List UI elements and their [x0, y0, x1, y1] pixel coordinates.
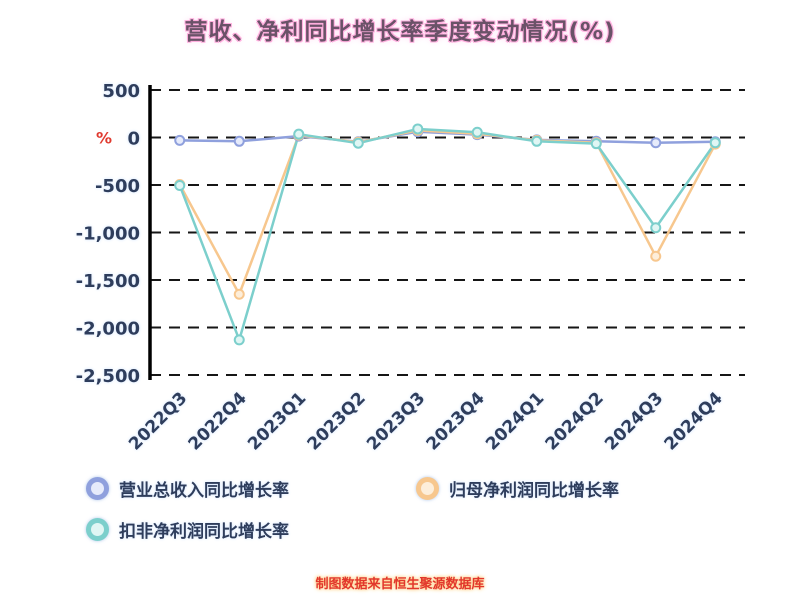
x-tick-label: 2024Q3 [601, 388, 667, 454]
y-tick-label: -1,500 [76, 271, 140, 292]
y-tick-label: -500 [95, 176, 140, 197]
legend-label: 营业总收入同比增长率 [119, 481, 289, 501]
data-point-marker [174, 134, 186, 146]
legend-label: 归母净利润同比增长率 [449, 481, 619, 501]
legend-marker-icon [86, 477, 109, 500]
x-tick-label: 2023Q1 [244, 388, 310, 454]
x-tick-label: 2023Q2 [304, 388, 370, 454]
x-tick-label: 2024Q2 [542, 388, 608, 454]
series-line [178, 129, 717, 296]
legend-item[interactable]: 归母净利润同比增长率 [416, 476, 746, 501]
legend-item[interactable]: 扣非净利润同比增长率 [86, 517, 416, 542]
legend-item[interactable]: 营业总收入同比增长率 [86, 476, 416, 501]
x-tick-label: 2022Q3 [125, 388, 191, 454]
y-tick-label: -2,000 [76, 319, 140, 340]
plot-area: 5000-500-1,000-1,500-2,000-2,500%2022Q32… [76, 81, 745, 455]
legend-label: 扣非净利润同比增长率 [119, 522, 289, 542]
x-tick-label: 2024Q4 [661, 388, 727, 454]
y-tick-label: 0 [127, 129, 140, 150]
x-tick-label: 2022Q4 [185, 388, 251, 454]
legend-marker-icon [416, 477, 439, 500]
legend: 营业总收入同比增长率 归母净利润同比增长率扣非净利润同比增长率 [86, 476, 766, 542]
data-point-marker [174, 179, 186, 191]
legend-marker-icon [86, 518, 109, 541]
data-point-marker [352, 137, 364, 149]
data-point-marker [650, 250, 662, 262]
data-source-note: 制图数据来自恒生聚源数据库 [315, 577, 485, 592]
data-point-marker [412, 123, 424, 135]
data-point-marker [531, 135, 543, 147]
data-point-marker [233, 334, 245, 346]
y-tick-label: -1,000 [76, 224, 140, 245]
data-point-marker [709, 137, 721, 149]
data-point-marker [233, 288, 245, 300]
data-point-marker [650, 137, 662, 149]
chart-title: 营收、净利同比增长率季度变动情况(%) [184, 19, 616, 45]
data-point-marker [650, 222, 662, 234]
data-point-marker [233, 135, 245, 147]
y-axis-unit: % [96, 129, 112, 148]
series-line [178, 127, 717, 342]
data-point-marker [471, 126, 483, 138]
x-tick-label: 2023Q4 [423, 388, 489, 454]
data-point-marker [590, 138, 602, 150]
x-tick-label: 2023Q3 [363, 388, 429, 454]
x-tick-label: 2024Q1 [482, 388, 548, 454]
y-tick-label: -2,500 [76, 366, 140, 387]
data-point-marker [293, 128, 305, 140]
y-tick-label: 500 [102, 81, 140, 102]
